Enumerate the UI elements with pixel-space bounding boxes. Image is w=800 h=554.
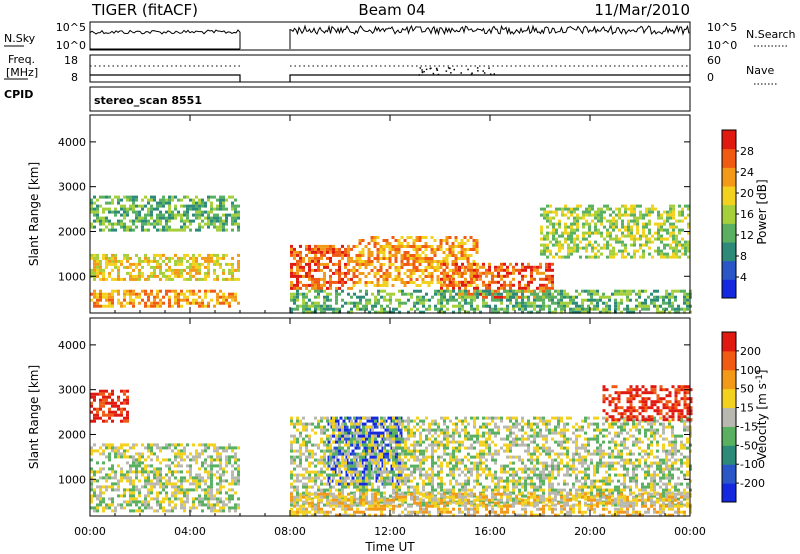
colorbar-swatch [722, 445, 736, 465]
velocity-colorbar: 200 100 50 15 -15 -50 -100 -200 [721, 331, 765, 503]
colorbar-swatch [722, 388, 736, 409]
colorbar-swatch [722, 167, 736, 187]
power-colorbar-label: Power [dB] [755, 179, 769, 244]
echo-band [90, 443, 240, 513]
freq-right-tick-bottom: 0 [707, 71, 714, 84]
y-tick-label: 2000 [58, 225, 86, 238]
power-y-axis: 1000 2000 3000 4000 [58, 136, 690, 283]
echo-band [290, 492, 692, 517]
velocity-panel: 1000 2000 3000 4000 Slant Range [km] 200 100… [27, 317, 769, 517]
freq-left-tick-bottom: 8 [71, 71, 78, 84]
colorbar-tick-label: 200 [740, 345, 761, 358]
y-tick-label: 3000 [58, 384, 86, 397]
colorbar-tick-label: 50 [740, 383, 754, 396]
colorbar-tick-label: 4 [740, 271, 747, 284]
x-tick-label: 04:00 [174, 525, 206, 538]
y-tick-label: 2000 [58, 428, 86, 441]
colorbar-tick-label: 16 [740, 208, 754, 221]
colorbar-tick-label: 12 [740, 229, 754, 242]
x-tick-label: 20:00 [574, 525, 606, 538]
noise-trace [89, 24, 690, 50]
x-tick-label: 08:00 [274, 525, 306, 538]
freq-left-tick-top: 18 [64, 54, 78, 67]
echo-band [290, 244, 353, 290]
colorbar-swatch [722, 369, 736, 390]
cpid-label: CPID [4, 88, 33, 101]
echo-band [352, 236, 479, 287]
power-heatmap [90, 115, 692, 314]
velocity-colorbar-label: Velocity [m s-1] [755, 370, 769, 461]
colorbar-tick-label: 15 [740, 402, 754, 415]
colorbar-swatch [722, 204, 736, 224]
freq-label-1: Freq. [8, 53, 35, 66]
colorbar-tick-label: -15 [740, 420, 758, 433]
echo-band [90, 253, 240, 281]
nave-label: Nave [746, 64, 774, 77]
colorbar-tick-label: -200 [740, 477, 765, 490]
noise-right-label: N.Search [746, 28, 796, 41]
power-ylabel: Slant Range [km] [27, 162, 41, 266]
colorbar-swatch [722, 260, 736, 280]
beam-title: Beam 04 [358, 1, 425, 19]
colorbar-tick-label: -100 [740, 458, 765, 471]
noise-left-label: N.Sky [4, 32, 36, 45]
y-tick-label: 4000 [58, 339, 86, 352]
noise-left-tick-bottom: 10^0 [56, 39, 86, 52]
colorbar-tick-label: 28 [740, 145, 754, 158]
cpid-program: stereo_scan 8551 [94, 94, 202, 107]
velocity-heatmap [90, 318, 693, 517]
echo-band [90, 195, 240, 232]
freq-right-tick-top: 60 [707, 54, 721, 67]
echo-band [540, 204, 690, 259]
noise-right-tick-bottom: 10^0 [707, 39, 737, 52]
velocity-y-axis: 1000 2000 3000 4000 [58, 339, 690, 486]
freq-label-2: [MHz] [6, 66, 38, 79]
echo-band [290, 289, 692, 314]
y-tick-label: 4000 [58, 136, 86, 149]
y-tick-label: 1000 [58, 473, 86, 486]
colorbar-tick-label: 8 [740, 250, 747, 263]
colorbar-swatch [722, 186, 736, 206]
x-tick-label: 16:00 [474, 525, 506, 538]
time-axis: 00:00 04:00 08:00 12:00 16:00 20:00 00:00 [74, 115, 706, 538]
colorbar-tick-label: -50 [740, 439, 758, 452]
x-tick-label: 00:00 [74, 525, 106, 538]
echo-band [90, 289, 240, 308]
colorbar-swatch [722, 483, 736, 503]
colorbar-swatch [722, 332, 736, 352]
velocity-ylabel: Slant Range [km] [27, 365, 41, 469]
colorbar-swatch [722, 407, 736, 427]
noise-right-tick-top: 10^5 [707, 21, 737, 34]
colorbar-tick-label: 20 [740, 187, 754, 200]
freq-trace [90, 65, 690, 82]
colorbar-swatch [722, 223, 736, 243]
echo-band [90, 389, 129, 423]
colorbar-swatch [722, 279, 736, 299]
freq-panel: Freq. [MHz] 18 8 60 0 Nave [4, 53, 778, 85]
colorbar-swatch [722, 148, 736, 168]
station-title: TIGER (fitACF) [91, 1, 198, 19]
x-tick-label: 00:00 [674, 525, 706, 538]
x-axis-label: Time UT [364, 540, 415, 554]
power-colorbar: 28 24 20 16 12 8 4 [721, 129, 754, 299]
colorbar-tick-label: 24 [740, 166, 754, 179]
colorbar-swatch [722, 242, 736, 262]
colorbar-swatch [722, 130, 736, 150]
y-tick-label: 3000 [58, 181, 86, 194]
colorbar-swatch [722, 426, 736, 446]
power-panel: 1000 2000 3000 4000 Slant Range [km] 28 24 20… [27, 114, 769, 314]
colorbar-swatch [722, 350, 736, 371]
x-tick-label: 12:00 [374, 525, 406, 538]
noise-panel: N.Sky 10^5 10^0 10^5 10^0 N.Search [4, 21, 796, 52]
echo-band [602, 385, 693, 422]
colorbar-tick-label: 100 [740, 364, 761, 377]
y-tick-label: 1000 [58, 270, 86, 283]
noise-left-tick-top: 10^5 [56, 21, 86, 34]
colorbar-swatch [722, 464, 736, 484]
date-title: 11/Mar/2010 [594, 1, 690, 19]
